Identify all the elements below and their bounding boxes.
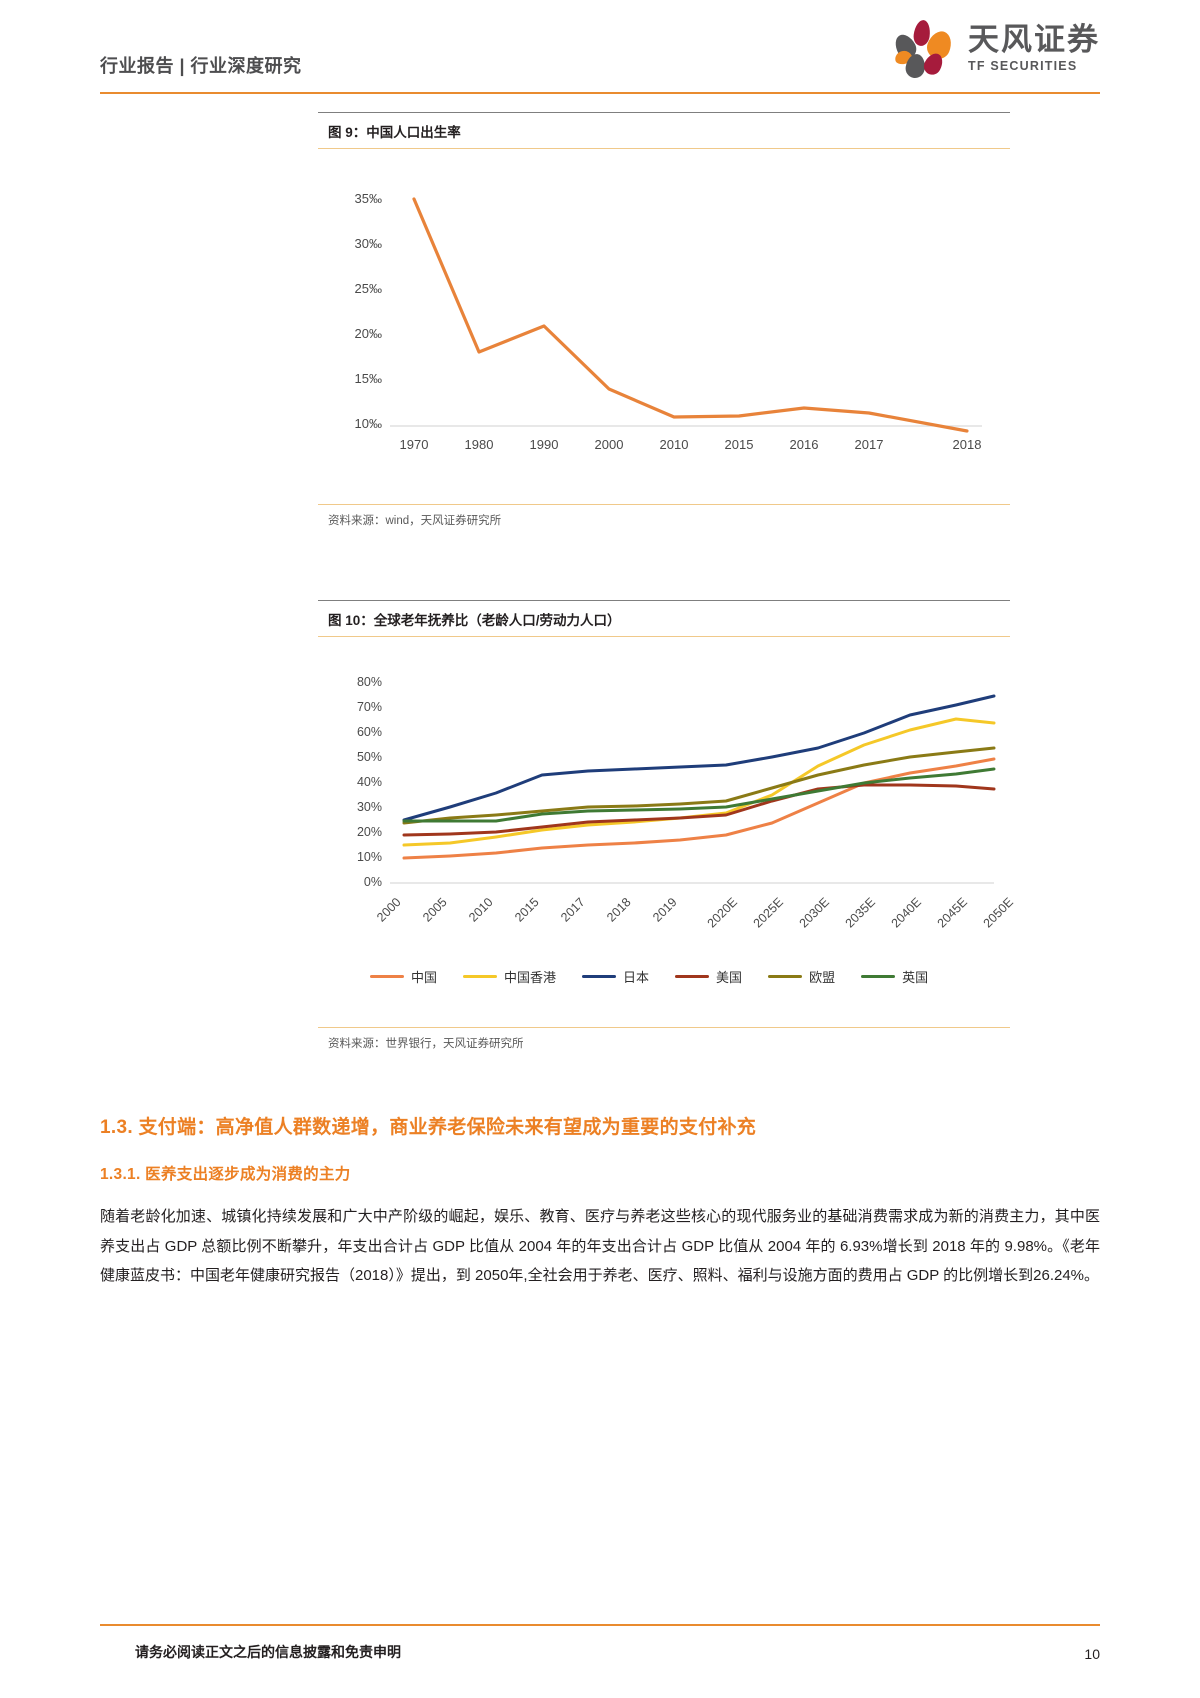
legend-item-japan: 日本 (582, 967, 649, 986)
legend-item-eu: 欧盟 (768, 967, 835, 986)
fig10-series-japan (402, 694, 996, 822)
legend-label-china: 中国 (411, 970, 438, 985)
figure-9-source: 资料来源：wind，天风证券研究所 (318, 504, 1010, 528)
fig10-series-hongkong (402, 717, 996, 847)
footer-disclaimer: 请务必阅读正文之后的信息披露和免责申明 (135, 1644, 401, 1660)
figure-9: 图 9：中国人口出生率 35‰ 30‰ 25‰ 20‰ 15‰ 10‰ 1970… (318, 112, 1010, 528)
legend-label-eu: 欧盟 (809, 970, 836, 985)
legend-item-china: 中国 (370, 967, 437, 986)
fig9-plot (390, 197, 982, 433)
section-heading-1-3: 1.3. 支付端：高净值人群数递增，商业养老保险未来有望成为重要的支付补充 (100, 1117, 757, 1138)
legend-swatch-china-icon (370, 974, 404, 979)
fig10-series-uk (402, 767, 996, 823)
legend-item-usa: 美国 (675, 967, 742, 986)
section-heading-1-3-1: 1.3.1. 医养支出逐步成为消费的主力 (100, 1166, 351, 1184)
fig9-series-china (412, 197, 969, 433)
legend-item-uk: 英国 (861, 967, 928, 986)
figure-10-title: 图 10：全球老年抚养比（老龄人口/劳动力人口） (318, 600, 1010, 637)
legend-label-japan: 日本 (623, 970, 650, 985)
fig9-xtick-1980: 1980 (464, 437, 494, 452)
footer-page-number: 10 (1084, 1646, 1100, 1662)
figure-9-chart: 35‰ 30‰ 25‰ 20‰ 15‰ 10‰ 1970 1980 1990 2… (318, 149, 1010, 504)
fig9-ytick-20: 20‰ (354, 326, 382, 341)
fig9-xtick-1990: 1990 (529, 437, 559, 452)
legend-swatch-eu-icon (768, 974, 803, 979)
legend-swatch-hongkong-icon (463, 974, 498, 979)
fig10-ytick-20: 20% (356, 825, 382, 839)
fig9-xtick-2016: 2016 (789, 437, 819, 452)
footer-divider (100, 1624, 1100, 1626)
legend-swatch-uk-icon (861, 974, 896, 979)
fig10-legend: 中国 中国香港 日本 美国 欧盟 (370, 967, 928, 986)
fig9-xtick-2010: 2010 (659, 437, 689, 452)
logo-flower-icon (891, 18, 958, 80)
legend-label-usa: 美国 (716, 970, 743, 985)
fig10-ytick-80: 80% (356, 675, 382, 689)
figure-10: 图 10：全球老年抚养比（老龄人口/劳动力人口） 80% 70% 60% 50%… (318, 600, 1016, 1051)
fig9-xtick-2000: 2000 (594, 437, 624, 452)
fig10-ytick-10: 10% (356, 850, 382, 864)
page-title: 行业报告 | 行业深度研究 (100, 56, 302, 76)
fig10-ytick-40: 40% (356, 775, 382, 789)
fig9-ytick-25: 25‰ (354, 281, 382, 296)
fig10-series-usa (402, 783, 996, 837)
logo-english-name: TF SECURITIES (968, 58, 1078, 73)
page-header: 行业报告 | 行业深度研究 天风证券 TF SECURITIES (100, 0, 1100, 100)
legend-swatch-japan-icon (582, 974, 617, 979)
fig10-series-china (402, 757, 996, 860)
fig10-ytick-70: 70% (356, 700, 382, 714)
header-divider (100, 92, 1100, 94)
fig10-ytick-60: 60% (356, 725, 382, 739)
fig9-ytick-15: 15‰ (354, 371, 382, 386)
legend-label-hongkong: 中国香港 (504, 970, 557, 985)
content-body: 1.3. 支付端：高净值人群数递增，商业养老保险未来有望成为重要的支付补充 1.… (100, 1113, 1100, 1290)
fig10-ytick-50: 50% (356, 750, 382, 764)
fig10-series-eu (402, 746, 996, 825)
logo-chinese-name: 天风证券 (968, 21, 1100, 57)
figure-10-source: 资料来源：世界银行，天风证券研究所 (318, 1027, 1010, 1051)
fig10-ytick-0: 0% (363, 875, 382, 889)
company-logo: 天风证券 TF SECURITIES (891, 18, 1100, 80)
fig9-xtick-2017: 2017 (854, 437, 884, 452)
fig9-ytick-30: 30‰ (354, 236, 382, 251)
fig10-plot (390, 694, 996, 884)
fig9-xtick-2018: 2018 (952, 437, 982, 452)
figure-10-chart: 80% 70% 60% 50% 40% 30% 20% 10% 0% (318, 637, 1016, 1027)
legend-swatch-usa-icon (675, 974, 710, 979)
legend-item-hongkong: 中国香港 (463, 967, 556, 986)
legend-label-uk: 英国 (902, 970, 929, 985)
fig9-xtick-1970: 1970 (399, 437, 429, 452)
fig9-ytick-10: 10‰ (354, 416, 382, 431)
fig10-ytick-30: 30% (356, 800, 382, 814)
fig9-ytick-35: 35‰ (354, 191, 382, 206)
body-paragraph: 随着老龄化加速、城镇化持续发展和广大中产阶级的崛起，娱乐、教育、医疗与养老这些核… (100, 1208, 1100, 1284)
fig9-xtick-2015: 2015 (724, 437, 754, 452)
figure-9-title: 图 9：中国人口出生率 (318, 112, 1010, 149)
